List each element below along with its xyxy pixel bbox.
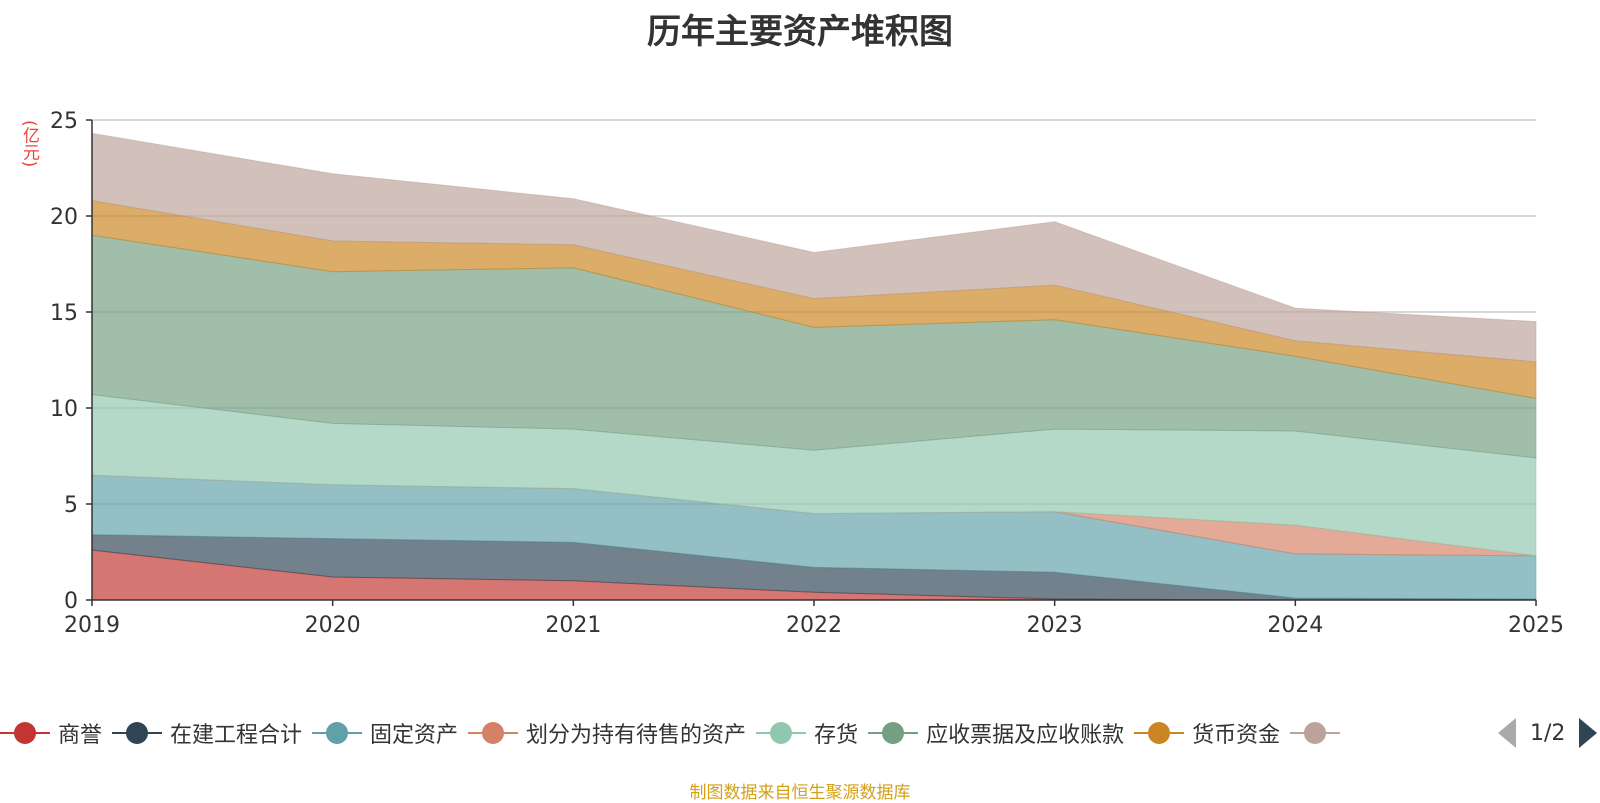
x-tick-label: 2020	[305, 613, 361, 638]
x-tick-label: 2023	[1027, 613, 1083, 638]
legend: 商誉 在建工程合计 固定资产 划分为持有待售的资产 存货 应收票据及应收账款 货币资金	[0, 713, 1470, 753]
legend-item[interactable]: 划分为持有待售的资产	[468, 713, 746, 753]
legend-marker-icon	[756, 721, 807, 745]
legend-label: 应收票据及应收账款	[926, 723, 1125, 748]
legend-label: 货币资金	[1192, 723, 1281, 748]
legend-item[interactable]: 存货	[756, 713, 858, 753]
legend-label: 商誉	[58, 723, 103, 748]
legend-item[interactable]: 应收票据及应收账款	[868, 713, 1124, 753]
chart-title: 历年主要资产堆积图	[647, 12, 953, 52]
y-tick-label: 25	[50, 109, 78, 134]
legend-marker-icon	[312, 721, 363, 745]
x-tick-label: 2022	[786, 613, 842, 638]
area-series	[91, 132, 1537, 363]
stacked-areas	[91, 132, 1537, 601]
legend-label: 存货	[814, 723, 859, 748]
y-tick-label: 10	[50, 397, 78, 422]
y-tick-label: 5	[64, 493, 78, 518]
legend-marker-icon	[112, 721, 163, 745]
x-tick-label: 2024	[1267, 613, 1323, 638]
legend-prev-page-icon[interactable]	[1498, 718, 1516, 748]
y-tick-label: 0	[64, 589, 78, 614]
legend-marker-icon	[0, 721, 50, 745]
legend-page-indicator: 1/2	[1530, 720, 1566, 746]
legend-label: 在建工程合计	[170, 723, 303, 748]
legend-item[interactable]: 商誉	[0, 713, 102, 753]
x-tick-label: 2025	[1508, 613, 1564, 638]
legend-item[interactable]: 货币资金	[1134, 713, 1280, 753]
x-tick-label: 2021	[545, 613, 601, 638]
legend-item[interactable]: 固定资产	[312, 713, 458, 753]
legend-marker-icon	[468, 721, 519, 745]
legend-item[interactable]: 在建工程合计	[112, 713, 302, 753]
legend-pager: 1/2	[1498, 715, 1598, 751]
x-tick-label: 2019	[64, 613, 120, 638]
y-tick-label: 15	[50, 301, 78, 326]
legend-marker-icon	[1134, 721, 1185, 745]
legend-next-page-icon[interactable]	[1579, 718, 1598, 748]
legend-marker-icon	[868, 721, 919, 745]
legend-label: 固定资产	[370, 723, 459, 748]
y-axis-unit: (亿元)	[19, 120, 39, 168]
legend-item[interactable]	[1290, 713, 1348, 753]
source-note: 制图数据来自恒生聚源数据库	[689, 783, 911, 803]
legend-marker-icon	[1290, 721, 1341, 745]
legend-label: 划分为持有待售的资产	[526, 723, 747, 748]
y-tick-label: 20	[50, 205, 78, 230]
